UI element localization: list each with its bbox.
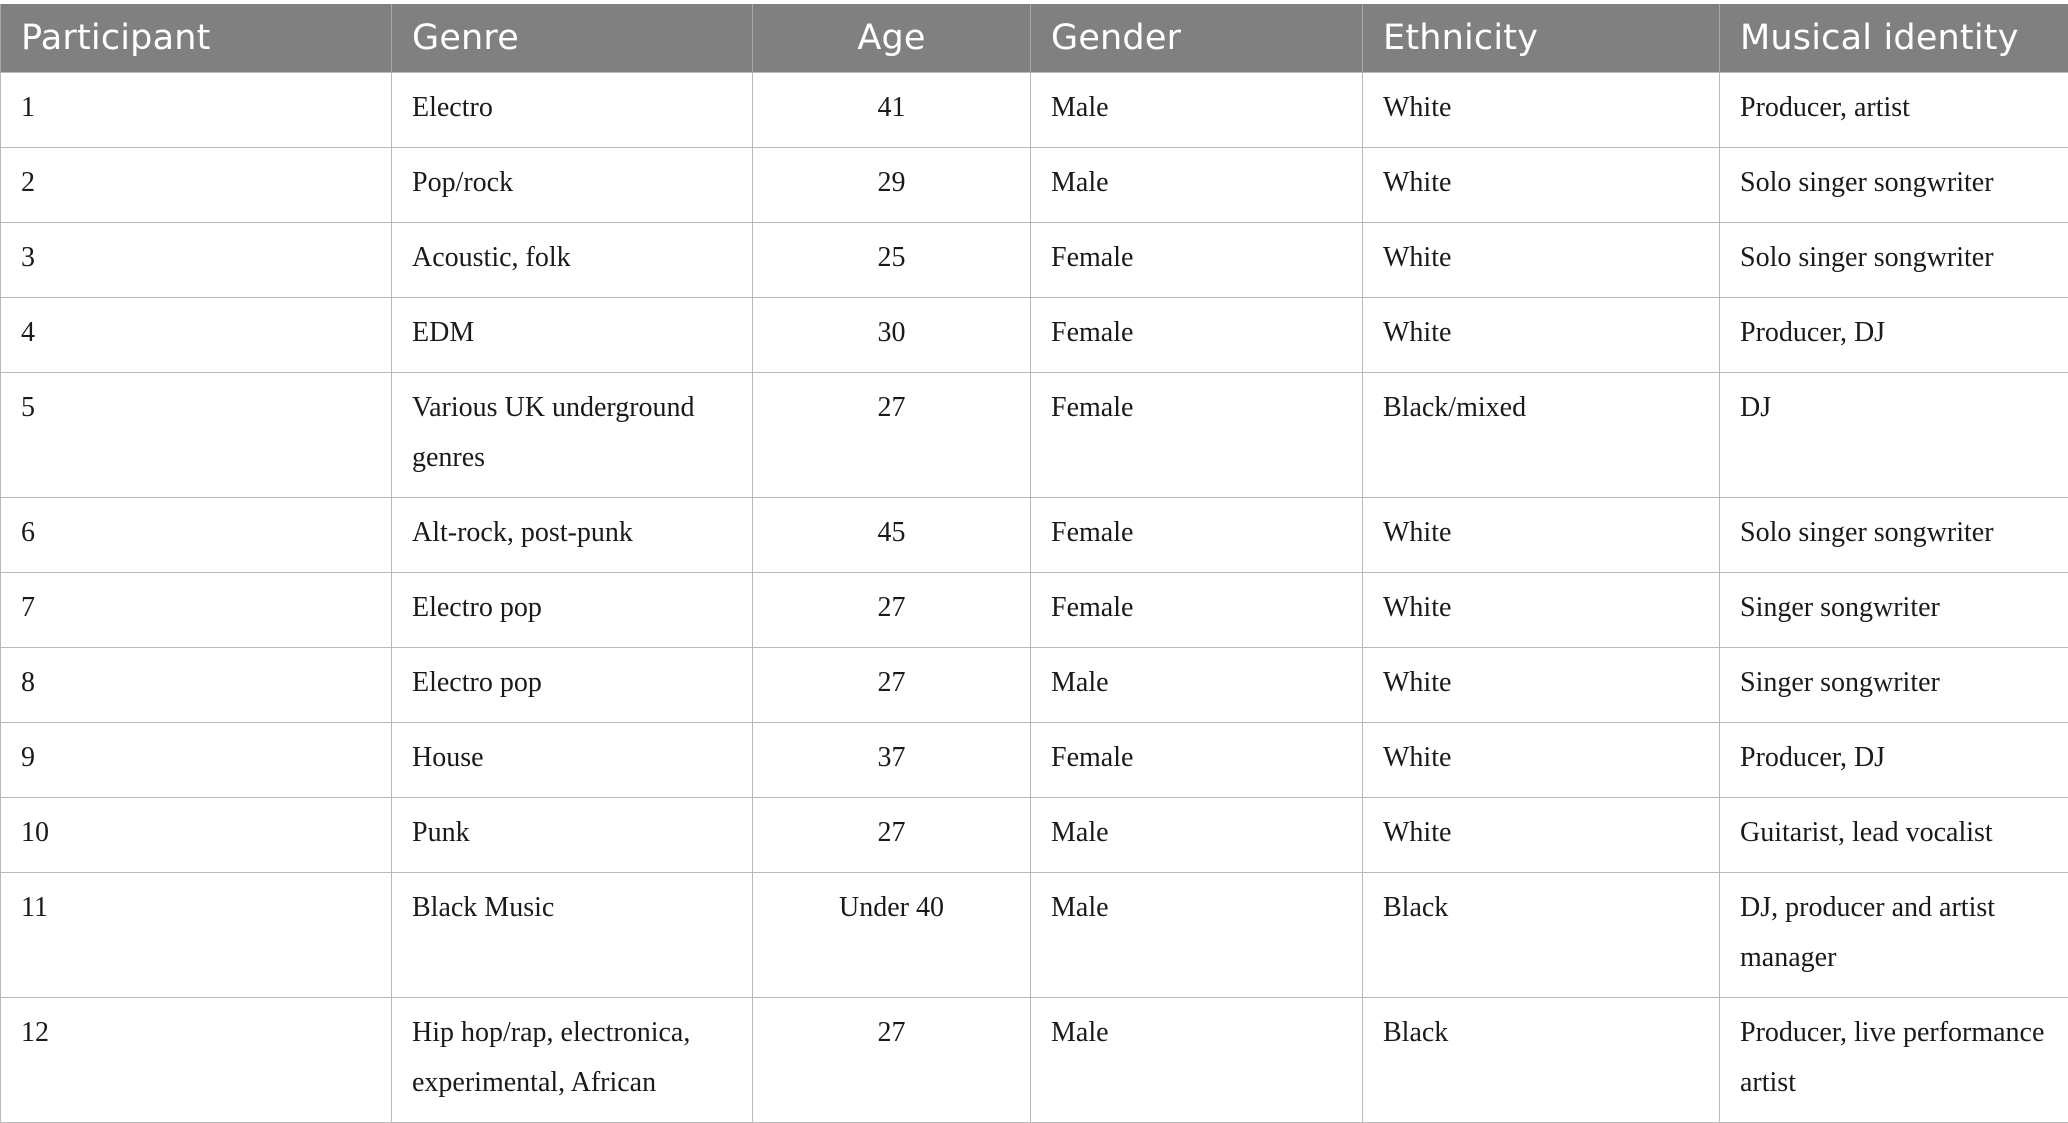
cell-age: 27 [753, 798, 1031, 873]
cell-musical-identity: Solo singer songwriter [1720, 498, 2068, 573]
cell-ethnicity: White [1363, 648, 1720, 723]
cell-genre: Punk [392, 798, 753, 873]
cell-musical-identity: Producer, DJ [1720, 298, 2068, 373]
cell-age: 27 [753, 573, 1031, 648]
cell-participant: 12 [1, 998, 392, 1123]
cell-participant: 10 [1, 798, 392, 873]
table-header: Participant Genre Age Gender Ethnicity M… [1, 4, 2068, 73]
cell-age: 25 [753, 223, 1031, 298]
cell-genre: Hip hop/rap, electronica, experimental, … [392, 998, 753, 1123]
cell-musical-identity: Singer songwriter [1720, 573, 2068, 648]
cell-genre: Electro [392, 73, 753, 148]
cell-gender: Female [1031, 223, 1363, 298]
cell-genre: House [392, 723, 753, 798]
cell-gender: Male [1031, 148, 1363, 223]
cell-age: 27 [753, 648, 1031, 723]
cell-genre: EDM [392, 298, 753, 373]
cell-ethnicity: Black [1363, 998, 1720, 1123]
participants-table: Participant Genre Age Gender Ethnicity M… [0, 4, 2068, 1123]
cell-participant: 1 [1, 73, 392, 148]
cell-musical-identity: Solo singer songwriter [1720, 223, 2068, 298]
cell-participant: 4 [1, 298, 392, 373]
cell-gender: Male [1031, 873, 1363, 998]
cell-gender: Male [1031, 798, 1363, 873]
cell-genre: Alt-rock, post-punk [392, 498, 753, 573]
cell-participant: 6 [1, 498, 392, 573]
cell-age: 37 [753, 723, 1031, 798]
cell-genre: Electro pop [392, 573, 753, 648]
cell-age: 30 [753, 298, 1031, 373]
cell-gender: Male [1031, 73, 1363, 148]
header-musical-identity: Musical identity [1720, 4, 2068, 73]
cell-age: 27 [753, 373, 1031, 498]
cell-age: 45 [753, 498, 1031, 573]
header-genre: Genre [392, 4, 753, 73]
cell-musical-identity: DJ, producer and artist manager [1720, 873, 2068, 998]
header-row: Participant Genre Age Gender Ethnicity M… [1, 4, 2068, 73]
cell-ethnicity: White [1363, 298, 1720, 373]
cell-ethnicity: Black/mixed [1363, 373, 1720, 498]
cell-age: Under 40 [753, 873, 1031, 998]
header-participant: Participant [1, 4, 392, 73]
cell-participant: 9 [1, 723, 392, 798]
cell-gender: Male [1031, 648, 1363, 723]
cell-musical-identity: Producer, live performance artist [1720, 998, 2068, 1123]
cell-ethnicity: White [1363, 798, 1720, 873]
cell-participant: 11 [1, 873, 392, 998]
cell-ethnicity: White [1363, 723, 1720, 798]
cell-genre: Acoustic, folk [392, 223, 753, 298]
cell-participant: 8 [1, 648, 392, 723]
cell-gender: Female [1031, 573, 1363, 648]
header-gender: Gender [1031, 4, 1363, 73]
cell-ethnicity: White [1363, 223, 1720, 298]
cell-musical-identity: DJ [1720, 373, 2068, 498]
cell-musical-identity: Producer, artist [1720, 73, 2068, 148]
cell-ethnicity: White [1363, 573, 1720, 648]
cell-participant: 3 [1, 223, 392, 298]
cell-gender: Female [1031, 298, 1363, 373]
cell-musical-identity: Guitarist, lead vocalist [1720, 798, 2068, 873]
cell-genre: Black Music [392, 873, 753, 998]
cell-genre: Various UK underground genres [392, 373, 753, 498]
header-age: Age [753, 4, 1031, 73]
cell-musical-identity: Singer songwriter [1720, 648, 2068, 723]
cell-age: 29 [753, 148, 1031, 223]
cell-musical-identity: Solo singer songwriter [1720, 148, 2068, 223]
cell-participant: 2 [1, 148, 392, 223]
header-ethnicity: Ethnicity [1363, 4, 1720, 73]
cell-ethnicity: White [1363, 498, 1720, 573]
cell-gender: Female [1031, 723, 1363, 798]
cell-gender: Female [1031, 498, 1363, 573]
cell-participant: 7 [1, 573, 392, 648]
cell-genre: Pop/rock [392, 148, 753, 223]
cell-gender: Female [1031, 373, 1363, 498]
cell-ethnicity: White [1363, 73, 1720, 148]
cell-age: 41 [753, 73, 1031, 148]
participant-table-container: Participant Genre Age Gender Ethnicity M… [0, 4, 2068, 1123]
cell-genre: Electro pop [392, 648, 753, 723]
cell-ethnicity: White [1363, 148, 1720, 223]
cell-participant: 5 [1, 373, 392, 498]
cell-gender: Male [1031, 998, 1363, 1123]
cell-musical-identity: Producer, DJ [1720, 723, 2068, 798]
cell-ethnicity: Black [1363, 873, 1720, 998]
cell-age: 27 [753, 998, 1031, 1123]
